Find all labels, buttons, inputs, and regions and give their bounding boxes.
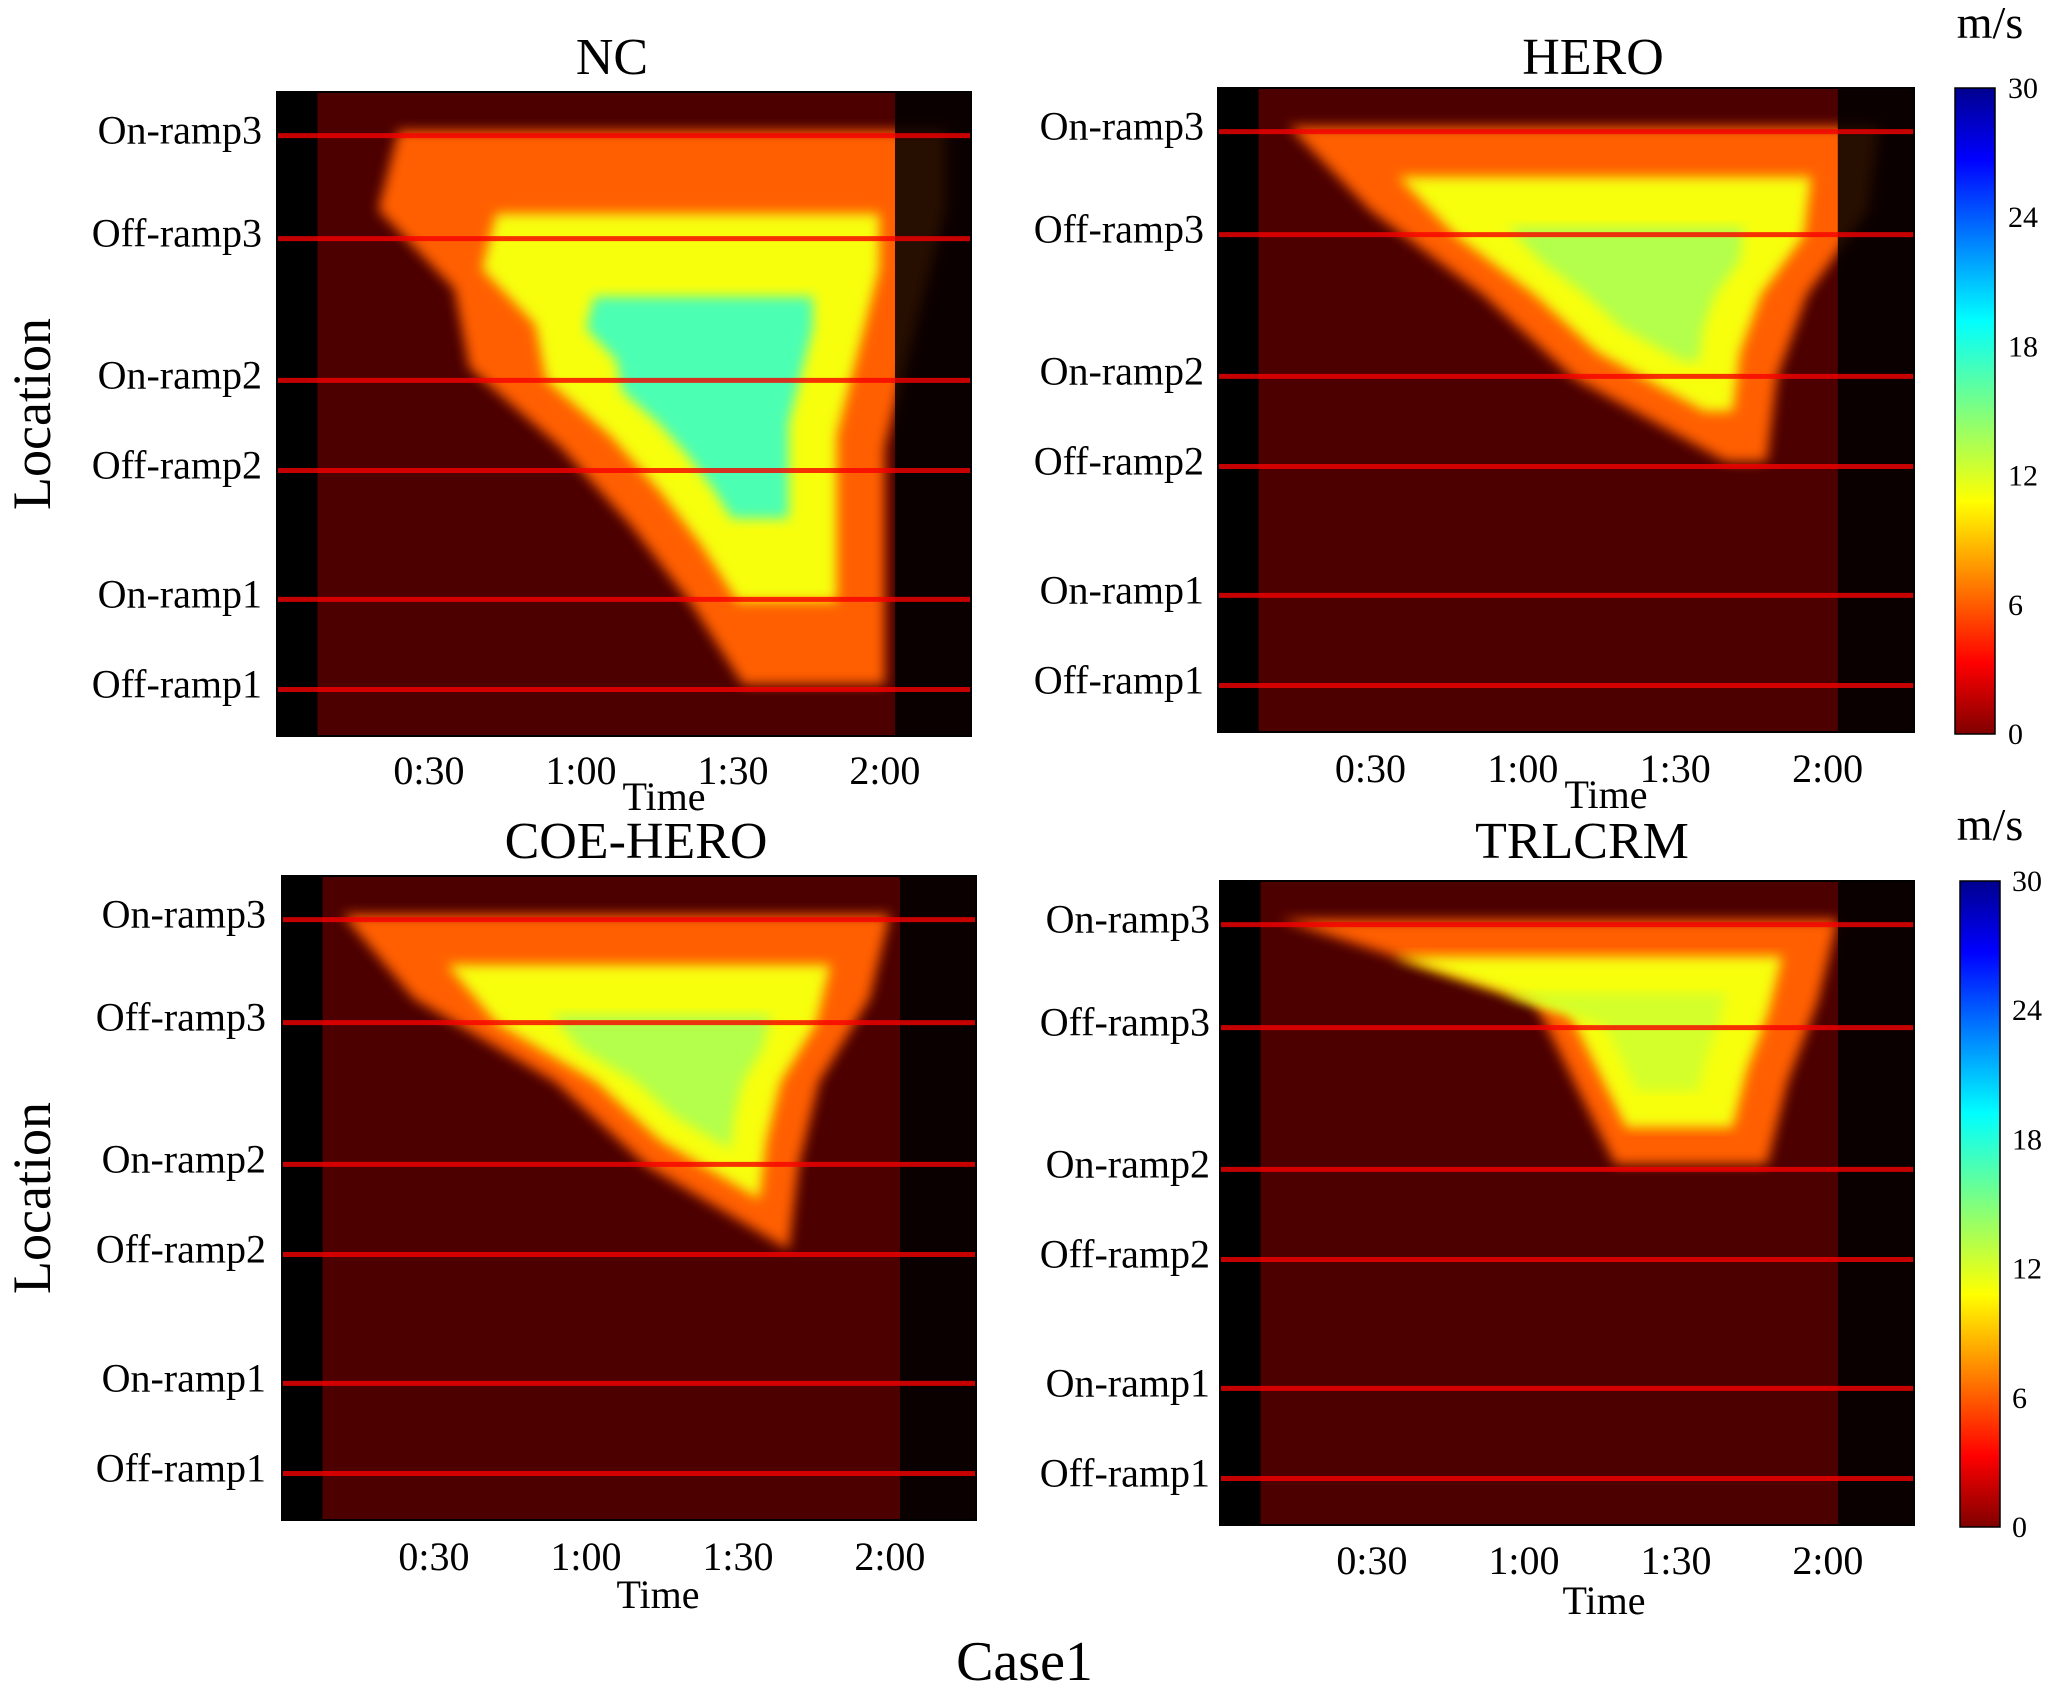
congestion-minimum [1507, 227, 1744, 362]
heatmap-free-flow-band [895, 92, 971, 736]
panel-hero: HERO On-ramp3 Off-ramp3 On-ramp2 Off-ram… [1034, 29, 1915, 817]
x-tick-label: 1:00 [545, 748, 616, 793]
y-tick-label: On-ramp2 [102, 1136, 266, 1181]
x-tick-label: 2:00 [849, 748, 920, 793]
heatmap-free-flow-band [1220, 881, 1261, 1525]
x-axis-label: Time [622, 774, 705, 819]
y-tick-label: On-ramp1 [1040, 567, 1204, 612]
heatmap-free-flow-band [1838, 881, 1914, 1525]
y-tick-label: On-ramp3 [1040, 104, 1204, 149]
heatmap-area [282, 876, 976, 1520]
colorbar-unit-label: m/s [1957, 0, 2023, 48]
plot-frame [1219, 880, 1915, 1526]
colorbar-tick: 24 [2008, 201, 2038, 234]
panel-coe-hero: COE-HERO Location On-ramp3 Off-ramp3 On-… [2, 813, 977, 1617]
y-tick-label: Off-ramp3 [96, 995, 266, 1040]
y-tick-label: Off-ramp1 [92, 661, 262, 706]
y-tick-label: On-ramp1 [98, 571, 262, 616]
y-tick-label: Off-ramp1 [1034, 657, 1204, 702]
colorbar-gradient [1959, 880, 2001, 1528]
colorbar-unit-label: m/s [1957, 799, 2023, 850]
heatmap-free-flow-band [900, 876, 976, 1520]
x-tick-label: 2:00 [1792, 746, 1863, 791]
y-tick-label: On-ramp2 [98, 352, 262, 397]
x-tick-label: 0:30 [1335, 746, 1406, 791]
colorbar-bottom: m/s 30 24 18 12 6 0 [1957, 799, 2042, 1544]
colorbar-tick: 18 [2008, 330, 2038, 363]
plot-frame [281, 875, 977, 1521]
colorbar-tick: 30 [2008, 72, 2038, 105]
heatmap-free-flow-band [1218, 88, 1259, 732]
heatmap-free-flow-band [1837, 88, 1914, 732]
x-tick-label: 1:30 [702, 1534, 773, 1579]
x-tick-label: 1:00 [1488, 1538, 1559, 1583]
y-tick-label: Off-ramp3 [1034, 207, 1204, 252]
y-tick-label: On-ramp3 [98, 108, 262, 153]
colorbar-top: m/s 30 24 18 12 6 0 [1954, 0, 2038, 751]
x-tick-label: 1:30 [1640, 1538, 1711, 1583]
y-tick-label: Off-ramp3 [92, 211, 262, 256]
colorbar-tick: 6 [2012, 1382, 2027, 1415]
panel-title: HERO [1522, 29, 1664, 86]
y-tick-label: Off-ramp1 [1040, 1450, 1210, 1495]
x-tick-label: 1:30 [697, 748, 768, 793]
panel-title: TRLCRM [1475, 813, 1689, 870]
heatmap-free-flow-band [282, 876, 323, 1520]
y-tick-label: On-ramp1 [102, 1355, 266, 1400]
colorbar-tick: 12 [2012, 1253, 2042, 1286]
panel-trlcrm: TRLCRM On-ramp3 Off-ramp3 On-ramp2 Off-r… [1040, 813, 1915, 1623]
y-tick-label: On-ramp2 [1040, 348, 1204, 393]
congestion-minimum [551, 1015, 771, 1150]
figure-caption: Case1 [956, 1631, 1093, 1693]
y-tick-label: Off-ramp2 [92, 443, 262, 488]
y-tick-label: On-ramp2 [1046, 1141, 1210, 1186]
heatmap-area [1218, 88, 1914, 732]
x-tick-label: 0:30 [398, 1534, 469, 1579]
x-tick-label: 2:00 [1792, 1538, 1863, 1583]
plot-frame [1217, 87, 1915, 733]
y-tick-label: Off-ramp3 [1040, 1000, 1210, 1045]
colorbar-tick: 30 [2012, 865, 2042, 898]
colorbar-tick: 0 [2008, 718, 2023, 751]
panel-title: COE-HERO [505, 813, 768, 870]
y-tick-label: Off-ramp2 [96, 1227, 266, 1272]
heatmap-area [277, 92, 971, 736]
x-tick-label: 2:00 [854, 1534, 925, 1579]
colorbar-tick: 0 [2012, 1511, 2027, 1544]
y-tick-label: On-ramp3 [1046, 897, 1210, 942]
x-axis-label: Time [616, 1572, 699, 1617]
x-axis-label: Time [1564, 772, 1647, 817]
x-tick-label: 1:00 [1487, 746, 1558, 791]
colorbar-tick: 18 [2012, 1123, 2042, 1156]
y-tick-label: Off-ramp2 [1040, 1232, 1210, 1277]
plot-frame [276, 91, 972, 737]
heatmap-area [1220, 881, 1914, 1525]
panel-title: NC [576, 29, 648, 86]
x-axis-label: Time [1562, 1578, 1645, 1623]
heatmap-free-flow-band [277, 92, 318, 736]
y-tick-label: On-ramp1 [1046, 1360, 1210, 1405]
y-tick-label: On-ramp3 [102, 892, 266, 937]
colorbar-tick: 24 [2012, 994, 2042, 1027]
x-tick-label: 0:30 [393, 748, 464, 793]
x-tick-label: 0:30 [1336, 1538, 1407, 1583]
congestion-minimum [1503, 993, 1727, 1091]
y-axis-label: Location [2, 318, 62, 510]
congestion-minimum [585, 296, 813, 519]
colorbar-gradient [1954, 87, 1996, 735]
x-tick-label: 1:30 [1640, 746, 1711, 791]
panel-nc: NC Location On-ramp3 Off-ramp3 On-ramp2 … [2, 29, 972, 819]
colorbar-tick: 12 [2008, 460, 2038, 493]
y-tick-label: Off-ramp1 [96, 1445, 266, 1490]
x-tick-label: 1:00 [550, 1534, 621, 1579]
colorbar-tick: 6 [2008, 589, 2023, 622]
y-axis-label: Location [2, 1102, 62, 1294]
y-tick-label: Off-ramp2 [1034, 439, 1204, 484]
